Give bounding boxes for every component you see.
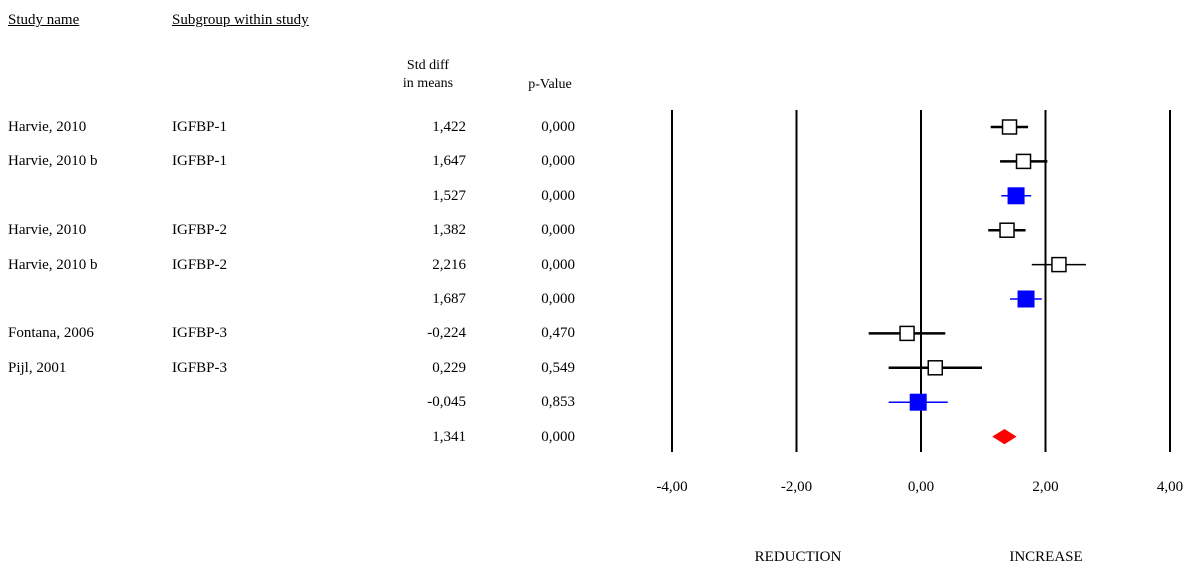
- p-value: 0,000: [541, 429, 575, 445]
- x-tick-label: -4,00: [656, 479, 688, 495]
- x-tick-label: 0,00: [907, 479, 935, 495]
- subgroup-name: IGFBP-1: [172, 119, 228, 135]
- std-diff-header-line1: Std diff: [406, 58, 450, 73]
- p-value: 0,470: [541, 325, 575, 341]
- p-value: 0,000: [541, 119, 575, 135]
- std-diff-value: 1,647: [432, 153, 466, 169]
- p-value-header: p-Value: [528, 77, 572, 92]
- study-point-marker: [1001, 119, 1018, 135]
- std-diff-value: 1,382: [432, 222, 466, 238]
- subgroup-name: IGFBP-1: [172, 153, 228, 169]
- std-diff-value: 1,341: [432, 429, 466, 445]
- std-diff-header: Std diff in means: [398, 57, 458, 93]
- p-value: 0,000: [541, 188, 575, 204]
- std-diff-header-line2: in means: [402, 76, 454, 91]
- p-value: 0,000: [541, 222, 575, 238]
- std-diff-value: 2,216: [432, 257, 466, 273]
- study-point-marker: [899, 325, 915, 342]
- std-diff-value: -0,224: [427, 325, 466, 341]
- x-tick-label: -2,00: [780, 479, 813, 495]
- p-value: 0,853: [541, 394, 575, 410]
- std-diff-value: 1,422: [432, 119, 466, 135]
- study-point-marker: [1015, 153, 1032, 170]
- subgroup-name: IGFBP-2: [172, 257, 228, 273]
- p-value: 0,000: [541, 257, 575, 273]
- p-value: 0,000: [541, 153, 575, 169]
- study-point-marker: [927, 360, 944, 376]
- std-diff-value: -0,045: [427, 394, 466, 410]
- std-diff-value: 1,527: [432, 188, 466, 204]
- study-point-marker: [999, 222, 1015, 238]
- study-name: Harvie, 2010: [8, 119, 87, 135]
- subgroup-summary-marker: [909, 393, 927, 411]
- study-name: Pijl, 2001: [8, 360, 67, 376]
- subgroup-header: Subgroup within study: [172, 12, 309, 28]
- subgroup-name: IGFBP-3: [172, 325, 228, 341]
- std-diff-value: 0,229: [432, 360, 466, 376]
- x-tick-label: 4,00: [1156, 479, 1184, 495]
- p-value: 0,000: [541, 291, 575, 307]
- study-name: Harvie, 2010 b: [8, 153, 98, 169]
- study-name: Fontana, 2006: [8, 325, 94, 341]
- study-name: Harvie, 2010: [8, 222, 87, 238]
- subgroup-summary-marker: [1017, 290, 1035, 308]
- subgroup-name: IGFBP-2: [172, 222, 228, 238]
- reduction-label: REDUCTION: [754, 549, 842, 565]
- std-diff-value: 1,687: [432, 291, 466, 307]
- overall-diamond: [992, 429, 1017, 445]
- x-tick-label: 2,00: [1032, 479, 1059, 495]
- increase-label: INCREASE: [1009, 549, 1083, 565]
- study-name-header: Study name: [8, 12, 80, 28]
- study-point-marker: [1051, 256, 1067, 273]
- subgroup-summary-marker: [1007, 187, 1025, 205]
- subgroup-name: IGFBP-3: [172, 360, 228, 376]
- study-name: Harvie, 2010 b: [8, 257, 98, 273]
- p-value: 0,549: [541, 360, 575, 376]
